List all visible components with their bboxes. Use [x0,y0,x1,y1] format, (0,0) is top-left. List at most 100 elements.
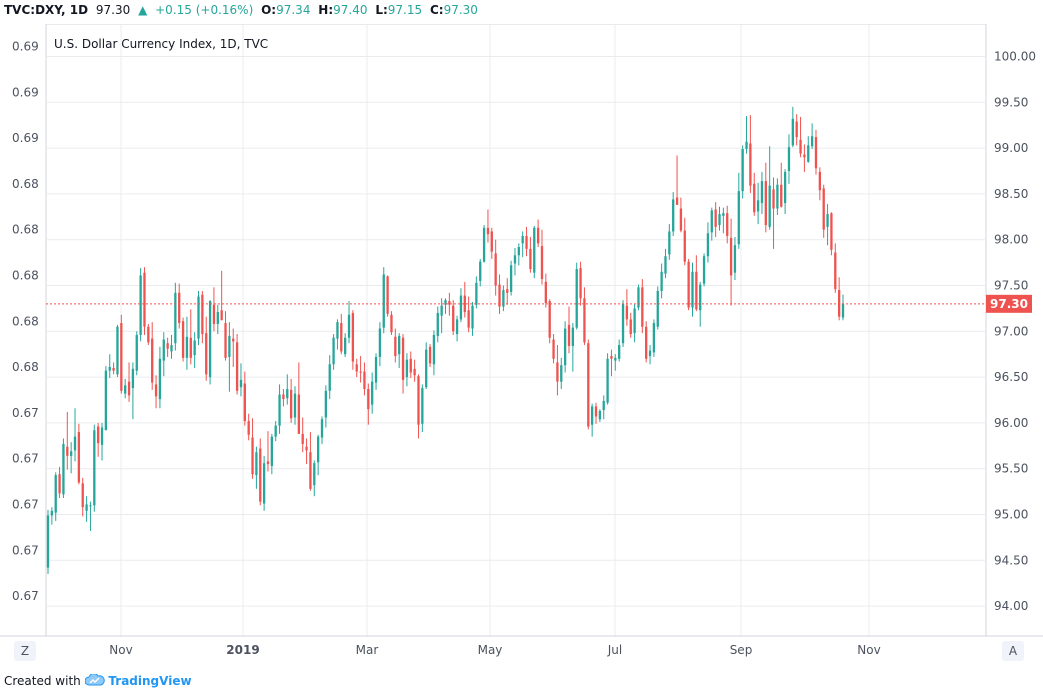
candle-body [737,191,740,245]
candle-body [255,452,258,476]
last-price-tag [986,294,1032,313]
candle-body [417,376,420,425]
left-axis-tick-label: 0.68 [12,223,39,237]
left-axis-tick-label: 0.69 [12,40,39,54]
candle-body [282,394,285,400]
tradingview-brand[interactable]: TradingView [108,674,192,688]
auto-scale-button-label[interactable]: A [1009,644,1018,658]
candle-body [826,214,829,227]
candle-body [590,406,594,425]
candle-body [336,322,339,339]
candle-body [536,227,540,244]
candle-body [455,319,459,335]
x-axis-tick-label: Mar [356,643,379,657]
x-axis-tick-label: Nov [109,643,132,657]
candle-body [787,147,791,171]
candle-body [174,292,177,344]
tradingview-cloud-icon[interactable] [84,673,105,686]
candle-body [772,189,775,209]
candle-body [135,334,138,371]
candle-body [193,340,196,356]
candle-body [776,184,779,209]
candle-body [50,510,54,516]
candle-body [753,183,756,213]
candle-body [386,276,389,314]
last-price: 97.30 [95,3,131,17]
candle-body [444,300,447,305]
candle-body [822,188,825,230]
candle-body [205,333,208,375]
chart-title: U.S. Dollar Currency Index, 1D, TVC [54,37,268,51]
candle-body [668,231,671,255]
candle-body [139,275,142,335]
left-axis-tick-label: 0.68 [12,360,39,374]
last-price-label: 97.30 [990,297,1028,311]
candle-body [201,294,204,335]
candle-body [567,324,571,346]
candle-body [293,393,297,418]
candle-body [475,282,478,305]
candle-body [471,305,474,329]
candle-body [479,261,482,281]
right-axis-tick-label: 94.50 [994,553,1028,567]
candle-body [259,448,262,502]
left-axis-tick-label: 0.68 [12,314,39,328]
candle-body [625,305,629,320]
auto-scale-button[interactable] [1002,641,1024,661]
candle-body [413,368,416,376]
x-axis-tick-label: Nov [857,643,880,657]
candle-body [814,137,818,169]
candle-body [791,118,794,146]
candle-body [344,337,347,355]
candle-body [81,483,84,508]
high-value: 97.40 [333,3,368,17]
right-axis-tick-label: 97.00 [994,324,1028,338]
candle-body [131,368,135,389]
candle-body [382,274,385,328]
left-scale-button-label[interactable]: Z [21,644,29,658]
candle-body [556,362,559,382]
candle-body [509,265,513,292]
candle-body [741,149,744,192]
candle-body [340,323,343,352]
candle-body [702,256,706,284]
low-value: 97.15 [387,3,423,17]
left-axis-tick-label: 0.67 [12,452,39,466]
candle-body [212,304,216,324]
candle-body [154,384,158,397]
left-scale-button[interactable] [14,641,36,661]
candle-body [633,308,636,334]
candle-body [679,208,683,231]
candle-body [301,433,304,444]
left-axis-tick-label: 0.69 [12,85,39,99]
candle-body [749,143,752,186]
candle-body [726,213,729,237]
candle-body [390,314,393,333]
candle-body [780,184,783,207]
symbol-label[interactable]: TVC:DXY, 1D [4,3,89,17]
candle-body [421,388,424,424]
left-axis-tick-label: 0.67 [12,498,39,512]
candle-body [208,301,212,378]
candle-body [224,323,227,358]
right-axis-tick-label: 96.00 [994,416,1028,430]
candle-body [459,295,463,320]
candle-body [270,436,273,466]
candle-body [58,474,61,494]
candle-body [69,451,73,456]
chart-area[interactable]: 100.00 0.69 99.50 0.69 99.00 0.69 98.50 0.68 98.… [0,24,1043,664]
candlestick-chart[interactable]: 100.00 0.69 99.50 0.69 99.00 0.69 98.50 0.68 98.… [0,24,1043,664]
right-axis-tick-label: 99.50 [994,95,1028,109]
candle-body [151,338,154,383]
candle-body [563,328,567,366]
candle-body [432,334,436,365]
right-axis-tick-label: 95.00 [994,508,1028,522]
candle-body [660,271,663,291]
candle-body [506,289,509,293]
candle-body [162,339,165,361]
candle-body [216,312,219,324]
right-axis-tick-label: 98.00 [994,233,1028,247]
candle-body [783,171,787,204]
candle-body [436,312,439,336]
x-axis-tick-label: May [478,643,503,657]
